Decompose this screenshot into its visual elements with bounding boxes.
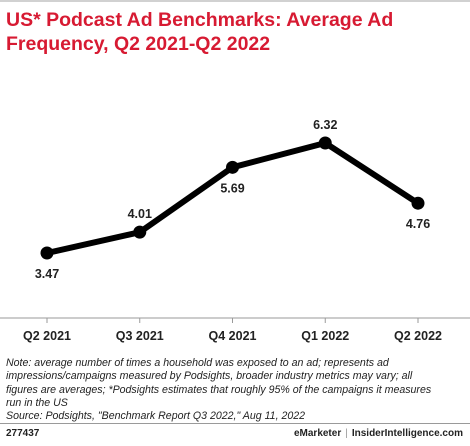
- footnote: Note: average number of times a househol…: [6, 357, 464, 423]
- chart-id: 277437: [6, 428, 40, 439]
- x-tick-label: Q2 2021: [23, 329, 71, 343]
- data-label: 4.76: [406, 217, 430, 231]
- chart-title: US* Podcast Ad Benchmarks: Average Ad Fr…: [6, 9, 394, 55]
- data-point: [318, 136, 332, 150]
- series-line: [44, 140, 421, 256]
- line-chart: Q2 2021 Q3 2021 Q4 2021 Q1 2022 Q2 2022 3.47 4…: [0, 118, 470, 343]
- data-label: 6.32: [313, 118, 337, 132]
- x-tick-label: Q2 2022: [394, 329, 442, 343]
- data-point: [226, 160, 239, 174]
- top-rule: [0, 0, 470, 2]
- data-label: 4.01: [128, 207, 152, 221]
- footnote-line: Note: average number of times a househol…: [6, 357, 389, 369]
- x-tick-label: Q4 2021: [209, 329, 257, 343]
- data-point: [133, 225, 147, 239]
- footer-rule: [0, 423, 470, 424]
- footnote-line: figures are averages; *Podsights estimat…: [6, 383, 432, 396]
- brand-separator: |: [345, 428, 348, 439]
- insider-intelligence-brand: InsiderIntelligence.com: [351, 428, 463, 439]
- footnote-line: run in the US: [6, 396, 68, 409]
- emarketer-brand: eMarketer: [293, 428, 342, 439]
- data-point: [411, 196, 425, 210]
- source-line: Source: Podsights, "Benchmark Report Q3 …: [6, 410, 306, 423]
- brand-credit: eMarketer | InsiderIntelligence.com: [294, 427, 463, 441]
- data-label: 5.69: [220, 181, 244, 195]
- x-tick-label: Q1 2022: [301, 329, 349, 343]
- data-label: 3.47: [35, 267, 59, 281]
- footnote-line: impressions/campaigns measured by Podsig…: [6, 370, 413, 383]
- x-tick-label: Q3 2021: [116, 329, 164, 343]
- data-point: [40, 246, 54, 260]
